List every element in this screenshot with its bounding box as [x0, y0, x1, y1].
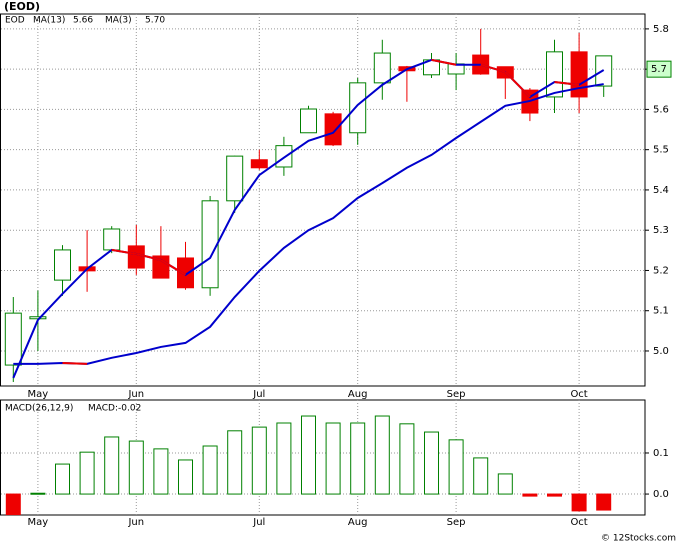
macd-bar	[374, 415, 390, 495]
y-tick-label: 5.4	[653, 185, 669, 196]
macd-bar	[5, 493, 21, 516]
macd-bar	[55, 463, 70, 495]
candle-body	[177, 257, 194, 289]
macd-bar	[79, 451, 95, 495]
x-tick-label: May	[28, 389, 49, 400]
macd-bar	[547, 493, 562, 497]
macd-bar	[473, 457, 489, 495]
candle-body	[300, 108, 317, 134]
macd-bar	[522, 493, 538, 497]
candle-body	[570, 51, 588, 98]
y-tick-label: 0.1	[653, 448, 669, 459]
macd-bar	[202, 445, 218, 495]
y-tick-label: 5.0	[653, 346, 669, 357]
y-tick-label: 5.3	[653, 225, 669, 236]
legend-value: 5.66	[73, 16, 93, 26]
x-tick-label: Oct	[570, 389, 587, 400]
ma-down-segment	[160, 259, 187, 276]
candle-body	[226, 155, 244, 202]
candle-body	[103, 228, 121, 251]
y-tick-label: 5.5	[653, 145, 669, 156]
macd-bar	[497, 473, 513, 495]
y-tick-label: 0.0	[653, 489, 669, 500]
legend-value: 5.70	[145, 16, 165, 26]
ma-down-segment	[480, 63, 506, 73]
macd-bar	[350, 422, 366, 495]
x-tick-label: Sep	[447, 389, 466, 400]
x-tick-label: May	[28, 517, 49, 528]
last-price-box	[646, 60, 672, 78]
candle-body	[275, 145, 293, 168]
macd-bar	[128, 440, 144, 495]
candle-body	[324, 113, 342, 146]
x-tick-label: Aug	[348, 517, 368, 528]
candle-body	[250, 159, 268, 169]
macd-bar	[153, 448, 169, 495]
macd-bar	[251, 426, 267, 495]
ma-down-segment	[504, 71, 531, 98]
x-tick-label: Jul	[252, 517, 265, 528]
chart-title: (EOD)	[4, 0, 40, 13]
plot-frame	[0, 13, 646, 387]
ma-down-segment	[136, 252, 162, 261]
candle-body	[373, 52, 391, 84]
y-tick-label: 5.6	[653, 104, 669, 115]
x-tick-label: Sep	[447, 517, 466, 528]
macd-bar	[276, 422, 292, 495]
legend-entry: MA(13)	[33, 16, 65, 26]
macd-bar	[448, 439, 464, 495]
macd-bar	[596, 493, 612, 511]
plot-frame	[0, 399, 646, 516]
x-tick-label: Jun	[127, 517, 144, 528]
last-price-label: 5.7	[651, 64, 667, 75]
candle-body	[29, 316, 47, 320]
macd-value: MACD:-0.02	[88, 404, 141, 414]
ma-down-segment	[111, 248, 137, 255]
candle-body	[4, 312, 22, 366]
ma-line	[13, 83, 604, 365]
macd-bar	[571, 493, 587, 512]
macd-bar	[325, 422, 341, 495]
ma-down-segment	[554, 81, 580, 86]
y-tick-label: 5.8	[653, 24, 669, 35]
x-tick-label: Jun	[127, 389, 144, 400]
y-tick-label: 5.2	[653, 265, 669, 276]
source: © 12Stocks.com	[601, 534, 676, 544]
legend-entry: MA(3)	[105, 16, 132, 26]
macd-bar	[178, 459, 193, 495]
candle-body	[201, 200, 219, 289]
macd-bar	[227, 430, 243, 495]
panel-title: MACD(26,12,9)	[5, 404, 73, 414]
macd-bar	[30, 492, 46, 495]
candle-body	[54, 249, 71, 281]
macd-bar	[104, 436, 120, 495]
macd-bar	[301, 415, 316, 495]
x-tick-label: Oct	[570, 517, 587, 528]
ma-down-segment	[62, 362, 88, 365]
macd-bar	[399, 423, 415, 495]
x-tick-label: Jul	[252, 389, 265, 400]
x-tick-label: Aug	[348, 389, 368, 400]
legend-name: EOD	[5, 16, 25, 26]
ma-down-segment	[431, 58, 457, 66]
y-tick-label: 5.1	[653, 306, 669, 317]
candle-body	[349, 82, 367, 134]
macd-bar	[424, 431, 439, 495]
candle-body	[546, 51, 563, 98]
candle-body	[127, 245, 145, 269]
